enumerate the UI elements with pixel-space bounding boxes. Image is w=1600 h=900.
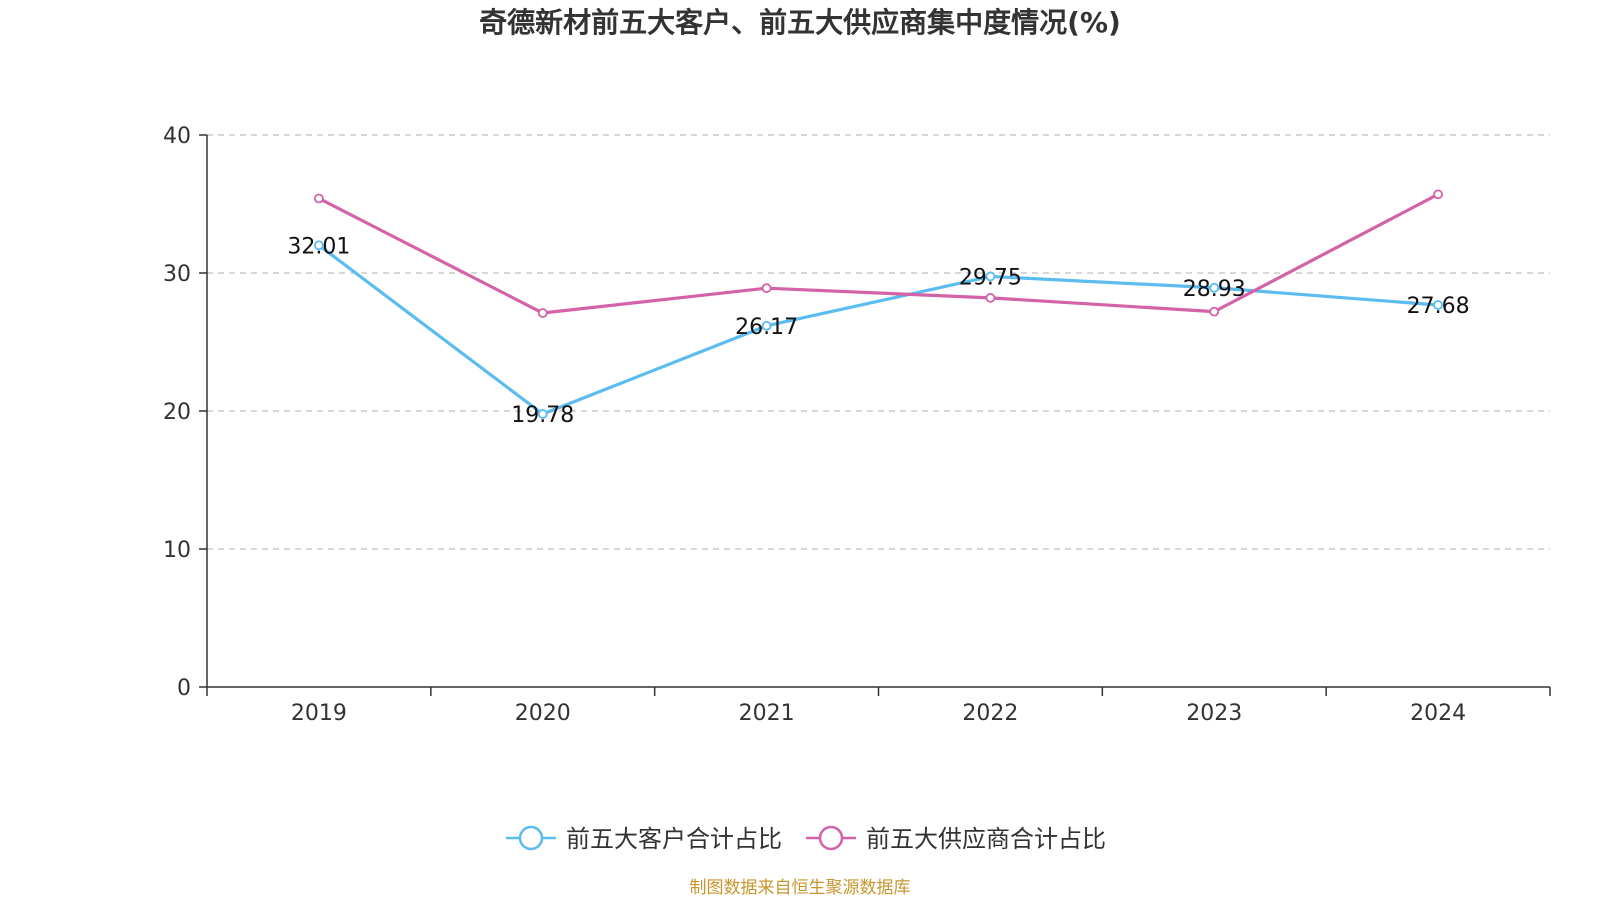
data-label: 28.93 xyxy=(1183,277,1246,302)
data-point xyxy=(985,271,996,282)
x-tick-label: 2020 xyxy=(515,701,571,726)
data-label: 32.01 xyxy=(287,234,350,259)
legend-label: 前五大客户合计占比 xyxy=(566,825,782,853)
data-point xyxy=(1433,300,1443,310)
data-point xyxy=(537,409,548,419)
x-tick-label: 2022 xyxy=(962,701,1018,726)
legend: 前五大客户合计占比 前五大供应商合计占比 xyxy=(506,825,1106,853)
data-point xyxy=(1209,306,1220,317)
data-point xyxy=(1433,189,1443,200)
legend-marker-icon xyxy=(818,825,844,851)
y-tick-label: 20 xyxy=(163,400,191,425)
y-tick-label: 40 xyxy=(163,124,191,149)
data-point xyxy=(314,193,324,204)
legend-label: 前五大供应商合计占比 xyxy=(866,825,1106,853)
data-point xyxy=(314,240,324,251)
series-line-2 xyxy=(318,192,1439,315)
y-tick-label: 0 xyxy=(177,676,191,701)
data-point xyxy=(537,308,548,318)
data-label: 29.75 xyxy=(959,265,1022,290)
x-tick-label: 2023 xyxy=(1186,701,1242,726)
x-tick-label: 2019 xyxy=(291,701,347,726)
data-point xyxy=(761,283,772,294)
grid-lines xyxy=(207,134,1550,550)
x-tick-label: 2024 xyxy=(1410,701,1466,726)
axes: 0 10 20 30 40 2019 2020 2021 2022 2023 2024 xyxy=(163,124,1551,726)
y-tick-label: 10 xyxy=(163,538,191,563)
series-line-1 xyxy=(317,243,1439,416)
data-label: 19.78 xyxy=(511,403,574,428)
source-note: 制图数据来自恒生聚源数据库 xyxy=(690,878,911,898)
data-point xyxy=(985,292,996,303)
chart-title: 奇德新材前五大客户、前五大供应商集中度情况(%) xyxy=(479,6,1121,39)
x-tick-label: 2021 xyxy=(739,701,795,726)
legend-marker-icon xyxy=(518,825,544,851)
y-tick-label: 30 xyxy=(163,262,191,287)
data-labels: 32.01 19.78 26.17 29.75 28.93 27.68 xyxy=(287,234,1469,428)
data-label: 27.68 xyxy=(1407,294,1470,319)
data-label: 26.17 xyxy=(735,315,798,340)
series-group xyxy=(314,189,1443,419)
data-point xyxy=(1209,282,1220,293)
data-point xyxy=(761,320,772,331)
